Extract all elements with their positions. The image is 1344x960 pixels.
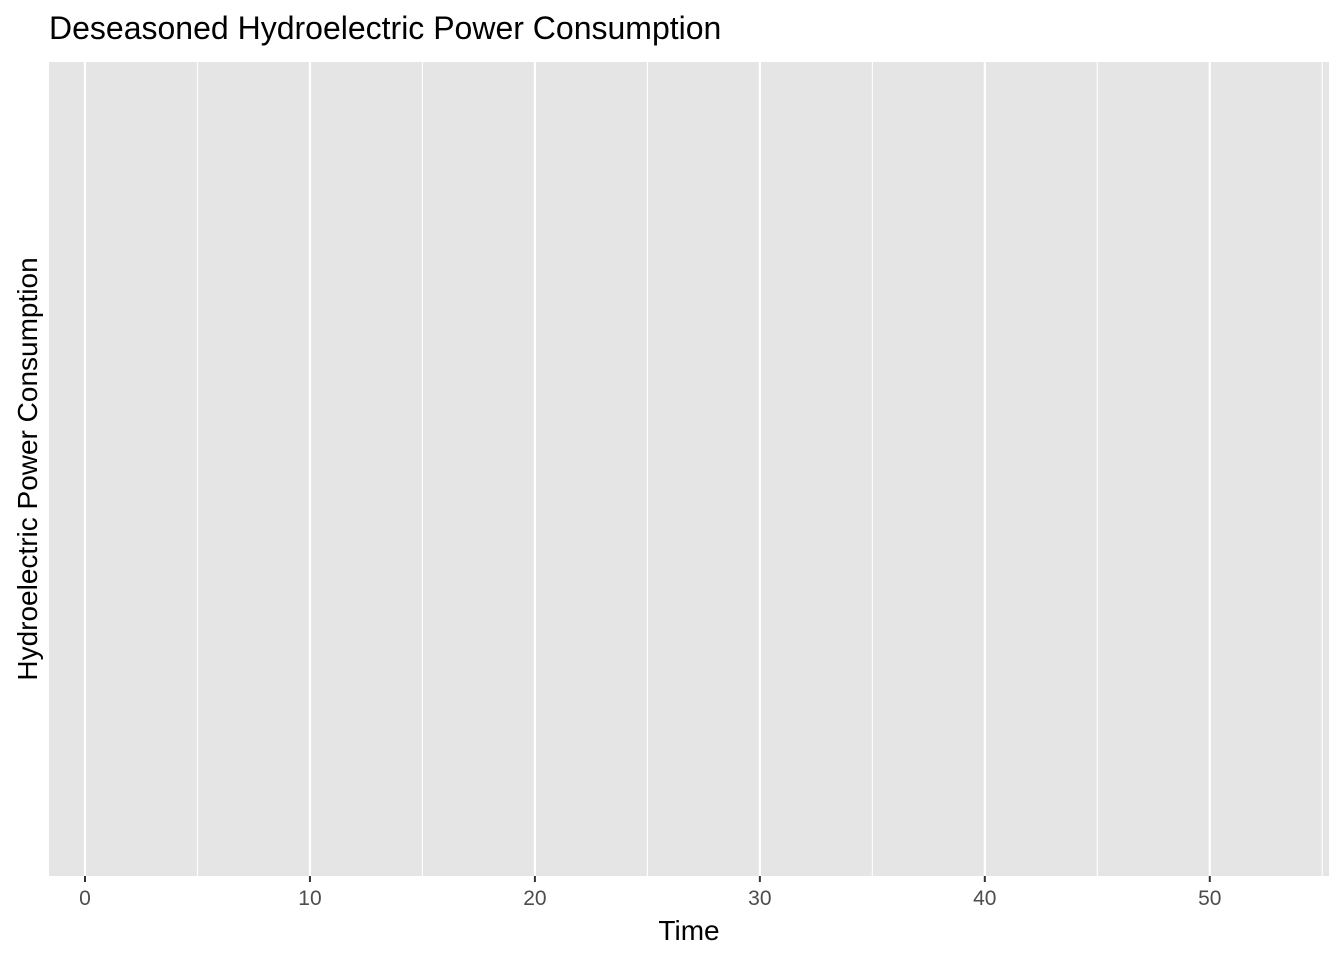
plot-panel (49, 62, 1329, 876)
x-axis-title: Time (658, 915, 719, 946)
x-tick-label: 40 (973, 887, 996, 910)
x-axis-tick-labels: 0 10 20 30 40 50 (79, 887, 1221, 910)
x-tick-label: 30 (748, 887, 771, 910)
x-axis-ticks (83, 876, 1211, 882)
chart-title: Deseasoned Hydroelectric Power Consumpti… (49, 10, 721, 46)
major-gridlines (83, 62, 1211, 876)
y-axis-title: Hydroelectric Power Consumption (12, 257, 43, 680)
x-tick-label: 0 (79, 887, 91, 910)
x-tick-label: 20 (523, 887, 546, 910)
x-tick-label: 50 (1198, 887, 1221, 910)
minor-gridlines (196, 62, 1323, 876)
x-tick-label: 10 (298, 887, 321, 910)
